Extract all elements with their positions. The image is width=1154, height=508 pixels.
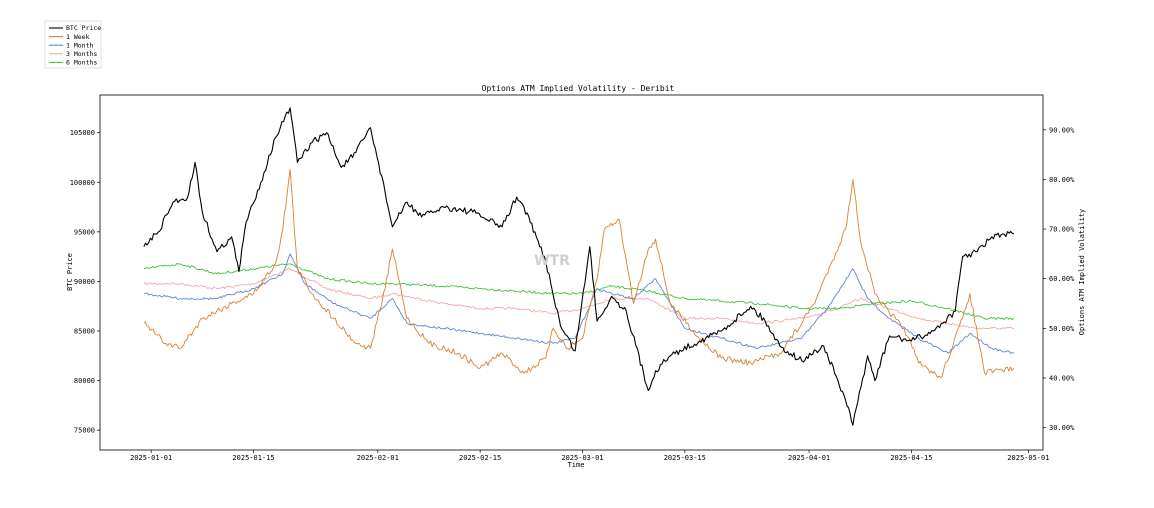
x-tick-label: 2025-02-15	[459, 454, 501, 462]
legend-label: BTC Price	[66, 24, 101, 32]
x-tick-label: 2025-04-01	[788, 454, 830, 462]
legend-label: 3 Months	[66, 50, 97, 58]
legend-label: 6 Months	[66, 59, 97, 67]
x-tick-label: 2025-03-01	[561, 454, 603, 462]
y-axis-right-label: Options ATM Implied Volatility	[1078, 209, 1086, 335]
series-line-btc-price	[143, 107, 1014, 426]
legend-label: 1 Week	[66, 33, 90, 41]
x-tick-label: 2025-01-01	[130, 454, 172, 462]
y-left-tick-label: 105000	[70, 129, 95, 137]
x-tick-label: 2025-01-15	[232, 454, 274, 462]
plot-frame	[99, 94, 1044, 451]
y-left-tick-label: 95000	[74, 228, 95, 236]
y-axis-left-label: BTC Price	[66, 253, 74, 291]
y-right-tick-label: 40.00%	[1049, 375, 1075, 383]
y-axis-right: 30.00% 40.00% 50.00% 60.00% 70.00% 80.00% 90.0…	[1043, 126, 1075, 432]
legend-box	[44, 20, 102, 69]
y-left-tick-label: 80000	[74, 377, 95, 385]
y-right-tick-label: 60.00%	[1049, 275, 1075, 283]
y-left-tick-label: 85000	[74, 328, 95, 336]
series-line-3-months	[143, 267, 1014, 330]
x-axis-label: Time	[568, 461, 585, 469]
x-tick-label: 2025-02-01	[357, 454, 399, 462]
legend-label: 1 Month	[66, 41, 93, 49]
series-line-1-week	[143, 169, 1015, 379]
x-tick-label: 2025-03-15	[664, 454, 706, 462]
y-left-tick-label: 90000	[74, 278, 95, 286]
y-left-tick-label: 75000	[74, 427, 95, 435]
y-right-tick-label: 30.00%	[1049, 424, 1075, 432]
y-right-tick-label: 50.00%	[1049, 325, 1075, 333]
series-line-6-months	[143, 262, 1015, 321]
y-right-tick-label: 70.00%	[1049, 226, 1075, 234]
y-axis-left: 75000 80000 85000 90000 95000 100000 105000	[70, 129, 100, 435]
y-right-tick-label: 80.00%	[1049, 176, 1075, 184]
x-tick-label: 2025-04-15	[890, 454, 932, 462]
watermark: WTR	[534, 253, 570, 269]
chart-title: Options ATM Implied Volatility - Deribit	[482, 84, 675, 93]
y-right-tick-label: 90.00%	[1049, 126, 1075, 134]
y-left-tick-label: 100000	[70, 179, 95, 187]
x-axis: 2025-01-01 2025-01-15 2025-02-01 2025-02-15…	[130, 450, 1049, 462]
x-tick-label: 2025-05-01	[1007, 454, 1049, 462]
